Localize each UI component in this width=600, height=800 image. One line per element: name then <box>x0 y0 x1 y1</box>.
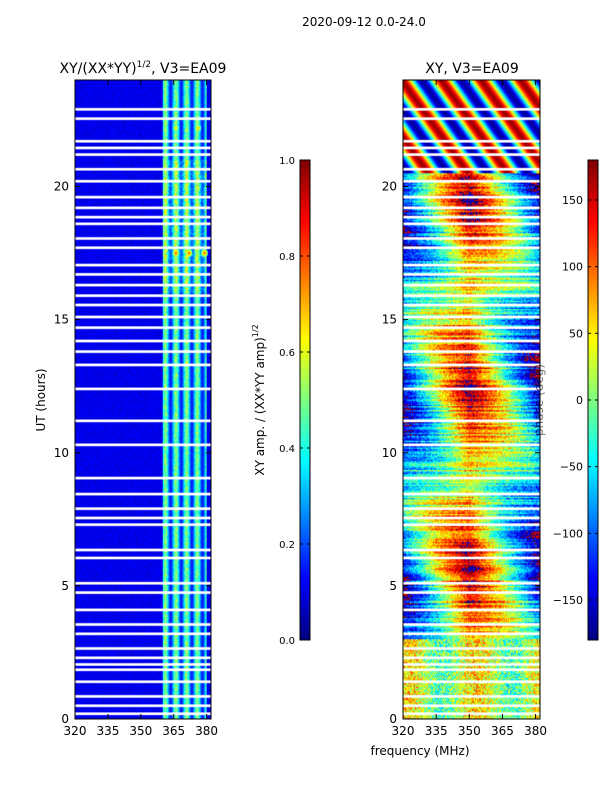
colorbar-tick-label: −50 <box>560 461 583 474</box>
colorbar-tick-label: 0.8 <box>279 252 295 263</box>
panel2-ylabel: phase (deg) <box>532 364 546 436</box>
y-tick-label: 10 <box>382 446 397 460</box>
colorbar1-image <box>300 160 310 640</box>
x-tick-label: 380 <box>524 724 547 738</box>
y-tick-label: 5 <box>61 579 69 593</box>
panel2-axes: 320 335 350 365 380 0 5 10 15 20 <box>382 80 547 738</box>
colorbar-tick-label: −150 <box>553 594 583 607</box>
x-tick-label: 380 <box>195 724 218 738</box>
colorbar1-frame <box>299 159 311 641</box>
y-tick-label: 5 <box>389 579 397 593</box>
figure-suptitle: 2020-09-12 0.0-24.0 <box>302 15 426 29</box>
y-tick-label: 0 <box>61 712 69 726</box>
panel1-title: XY/(XX*YY)1/2, V3=EA09 <box>60 60 227 77</box>
panel1-title-main: XY/(XX*YY) <box>60 61 137 77</box>
panel2-heatmap <box>403 80 540 719</box>
panel1-title-sup: 1/2 <box>137 60 151 70</box>
y-tick-label: 0 <box>389 712 397 726</box>
x-tick-label: 350 <box>458 724 481 738</box>
y-tick-label: 20 <box>382 180 397 194</box>
colorbar1-label-main: XY amp. / (XX*YY amp) <box>253 337 267 475</box>
y-tick-label: 15 <box>54 313 69 327</box>
panel1-title-tail: , V3=EA09 <box>151 61 226 77</box>
colorbar-tick-label: 1.0 <box>279 156 295 167</box>
x-tick-label: 335 <box>96 724 119 738</box>
panel1-heatmap <box>75 80 211 719</box>
panel1-axes: 320 335 350 365 380 0 5 10 15 20 <box>54 80 218 738</box>
colorbar-tick-label: 150 <box>562 194 583 207</box>
colorbar-tick-label: 0.6 <box>279 348 295 359</box>
x-tick-label: 320 <box>392 724 415 738</box>
colorbar2-image <box>588 160 598 640</box>
x-axis-label: frequency (MHz) <box>370 744 469 758</box>
colorbar2-ticks: −150 −100 −50 0 50 100 150 <box>553 194 598 607</box>
colorbar-tick-label: 0.2 <box>279 540 295 551</box>
y-tick-label: 20 <box>54 180 69 194</box>
y-tick-label: 10 <box>54 446 69 460</box>
colorbar-tick-label: −100 <box>553 527 583 540</box>
colorbar-tick-label: 100 <box>562 261 583 274</box>
panel2-title: XY, V3=EA09 <box>425 61 519 77</box>
x-tick-label: 365 <box>491 724 514 738</box>
x-tick-label: 335 <box>425 724 448 738</box>
colorbar1 <box>299 159 311 641</box>
colorbar1-label-sup: 1/2 <box>251 324 260 337</box>
colorbar-tick-label: 0.0 <box>279 636 295 647</box>
panel1-ylabel: UT (hours) <box>34 368 48 431</box>
colorbar-tick-label: 0.4 <box>279 444 295 455</box>
x-tick-label: 365 <box>162 724 185 738</box>
panel2-frame <box>402 79 541 720</box>
panel1-frame <box>74 79 212 720</box>
colorbar1-ticks: 0.0 0.2 0.4 0.6 0.8 1.0 <box>279 156 310 647</box>
colorbar-tick-label: 50 <box>569 327 583 340</box>
y-tick-label: 15 <box>382 313 397 327</box>
panel1-heatmap-image <box>75 80 211 719</box>
x-tick-label: 320 <box>64 724 87 738</box>
colorbar1-label: XY amp. / (XX*YY amp)1/2 <box>251 324 267 475</box>
colorbar-tick-label: 0 <box>576 394 583 407</box>
x-tick-label: 350 <box>129 724 152 738</box>
panel2-heatmap-image <box>403 80 540 719</box>
